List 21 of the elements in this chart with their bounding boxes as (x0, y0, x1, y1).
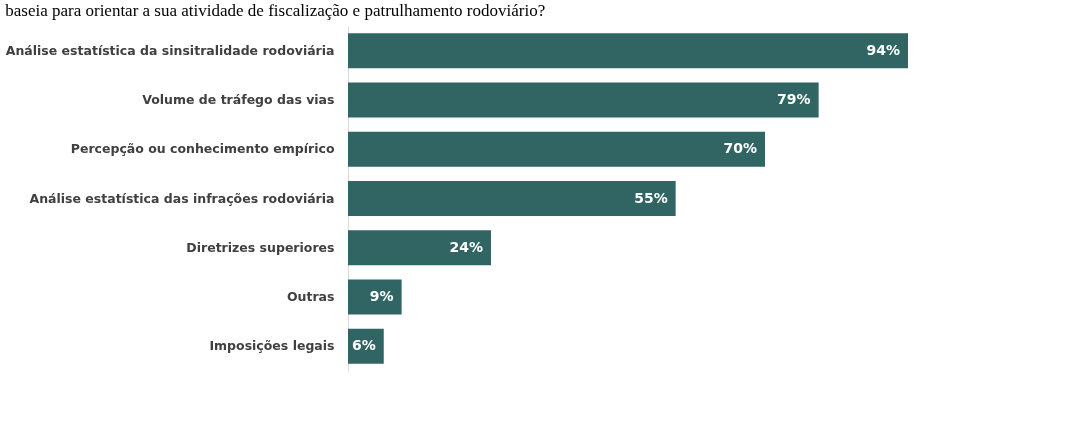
bar (348, 230, 491, 266)
bar (348, 82, 819, 118)
data-label: 79% (777, 90, 811, 107)
chart-title: baseia para orientar a sua atividade de fiscalização e patrulhamento rodoviário? (5, 1, 546, 20)
y-tick-label: Imposições legais (209, 338, 335, 354)
bar (348, 131, 766, 167)
data-label: 24% (449, 238, 483, 255)
y-tick-label: Percepção ou conhecimento empírico (70, 141, 335, 157)
y-tick-label: Diretrizes superiores (186, 239, 335, 255)
y-tick-label: Análise estatística da sinsitralidade rodoviária (5, 42, 335, 58)
data-label: 55% (634, 189, 668, 206)
data-label: 6% (351, 337, 376, 354)
y-tick-label: Análise estatística das infrações rodoviária (29, 190, 335, 206)
y-tick-label: Outras (286, 289, 335, 305)
y-tick-label: Volume de tráfego das vias (142, 91, 335, 107)
data-label: 9% (369, 288, 394, 305)
bar (348, 279, 402, 315)
bar (348, 33, 908, 69)
bar (348, 181, 676, 216)
data-label: 94% (866, 41, 900, 58)
data-label: 70% (723, 140, 758, 157)
